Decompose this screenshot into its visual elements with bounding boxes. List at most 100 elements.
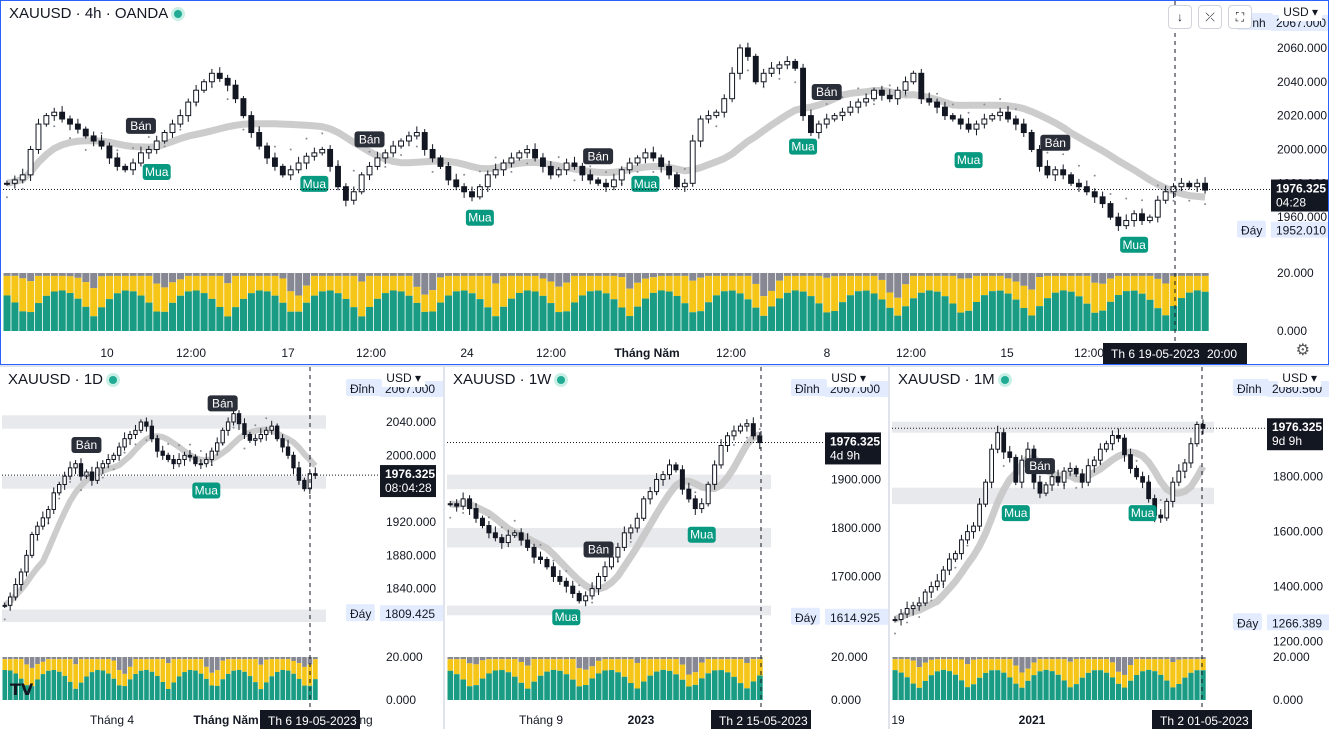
volume-bar-gray [106,657,111,660]
volume-bar-gray [7,657,13,660]
volume-bar-yellow [711,659,718,671]
symbol-title[interactable]: XAUUSD · 1D [8,371,118,388]
volume-bar-green [492,316,500,331]
symbol-title[interactable]: XAUUSD · 1M [898,371,1009,388]
volume-bar-gray [111,657,117,661]
volume-bar-yellow [933,275,941,292]
tradingview-logo[interactable]: TV [10,680,34,699]
sar-dot [591,601,594,604]
volume-axis-tick: 20.000 [1273,650,1310,664]
chart-pane-1w[interactable]: Bán Mua Mua 1900.000 1800.000 1700.000 20.000 0… [445,367,888,729]
volume-bar-green [539,295,547,331]
settings-gear-icon[interactable]: ⚙ [1295,342,1310,359]
pane-toolbar: ↓ ⤫ ⛶ [1168,5,1252,29]
volume-bar-gray [3,273,11,276]
volume-bar-yellow [952,659,959,675]
volume-bar-green [570,679,576,700]
arrow-down-icon[interactable]: ↓ [1168,5,1192,29]
currency-selector[interactable]: USD ▾ [1279,3,1322,21]
volume-bar-gray [1059,273,1067,276]
sar-dot [573,179,576,182]
volume-bar-green [983,672,989,700]
symbol-title[interactable]: XAUUSD · 1W [453,371,566,388]
chart-pane-1m[interactable]: Bán Mua Mua 1800.000 1600.000 1400.000 1200.00… [890,367,1329,729]
volume-bar-yellow [67,659,73,682]
top-label-bg [791,379,827,396]
candle-body [258,434,263,440]
currency-selector[interactable]: USD ▾ [382,369,425,387]
maximize-icon[interactable]: ⛶ [1228,5,1252,29]
volume-bar-green [460,290,468,331]
candle-body [445,165,452,181]
vertical-divider-1[interactable] [443,367,445,729]
volume-bar-yellow [949,275,957,304]
symbol-title[interactable]: XAUUSD · 4h · OANDA [9,5,183,22]
volume-bar-green [524,688,531,700]
bottom-label: Đáy [795,611,816,625]
volume-bar-green [862,290,870,331]
volume-bar-gray [452,273,460,276]
volume-bar-green [224,316,232,331]
candle-body [926,98,933,103]
sar-dot [694,491,697,494]
sar-dot [431,170,434,173]
volume-bar-yellow [460,275,468,291]
time-axis-tick: 2021 [1019,713,1046,727]
volume-bar-gray [571,273,579,276]
volume-bar-green [129,291,137,331]
volume-bar-gray [878,273,886,280]
volume-bar-gray [239,273,248,276]
sar-dot [1093,174,1096,177]
volume-bar-green [193,670,198,700]
volume-bar-gray [518,657,525,662]
volume-bar-yellow [705,659,712,674]
chart-pane-1d[interactable]: Bán Bán Mua 2040.000 2000.000 1920.000 1880.00… [0,367,443,729]
volume-bar-gray [271,273,279,276]
currency-selector[interactable]: USD ▾ [1278,369,1321,387]
chart-pane-4h[interactable]: Bán Bán Bán Bán Bán Mua Mua Mua Mua Mua Mua Mua 2060… [0,0,1329,365]
volume-bar-gray [507,273,516,276]
volume-bar-yellow [898,659,904,673]
volume-bar-gray [831,273,839,277]
volume-bar-green [444,295,452,331]
volume-bar-green [247,676,253,700]
currency-selector[interactable]: USD ▾ [827,369,870,387]
volume-bar-yellow [310,275,318,296]
chart-canvas-1w[interactable]: BánMuaMua1900.0001800.0001700.00020.0000… [445,367,888,729]
collapse-icon[interactable]: ⤫ [1198,5,1222,29]
volume-bar-gray [1049,657,1055,660]
volume-bar-yellow [870,275,878,294]
sar-dot [179,128,182,131]
candle-body [90,135,97,142]
candle-body [705,483,711,505]
sar-dot [539,543,542,546]
volume-bar-gray [699,657,705,663]
candle-body [1085,465,1091,483]
volume-bar-green [1031,675,1037,700]
volume-bar-yellow [1019,672,1025,688]
candle-body [405,135,412,142]
volume-bar-green [940,669,947,700]
volume-bar-gray [122,657,128,674]
volume-bar-green [595,673,602,700]
candle-body [242,423,247,436]
volume-bar-gray [42,273,50,276]
vertical-divider-2[interactable] [888,367,890,729]
volume-bar-yellow [750,659,757,682]
chart-canvas-1d[interactable]: BánBánMua2040.0002000.0001920.0001880.00… [0,367,443,729]
volume-bar-yellow [1146,275,1154,300]
volume-bar-green [958,680,965,700]
volume-bar-yellow [144,659,149,670]
horizontal-divider[interactable] [0,365,1329,367]
volume-bar-green [705,302,713,331]
volume-bar-green [1182,677,1188,700]
volume-bar-green [334,293,342,331]
sell-signal-marker [207,395,238,412]
currency-label: USD [1283,5,1309,19]
volume-bar-gray [768,273,776,291]
chart-canvas-4h[interactable]: BánBánBánBánBánMuaMuaMuaMuaMuaMuaMua2060… [1,1,1329,365]
price-axis-tick: 1920.000 [386,515,436,529]
volume-bar-yellow [640,659,647,682]
candle-body [122,165,129,171]
